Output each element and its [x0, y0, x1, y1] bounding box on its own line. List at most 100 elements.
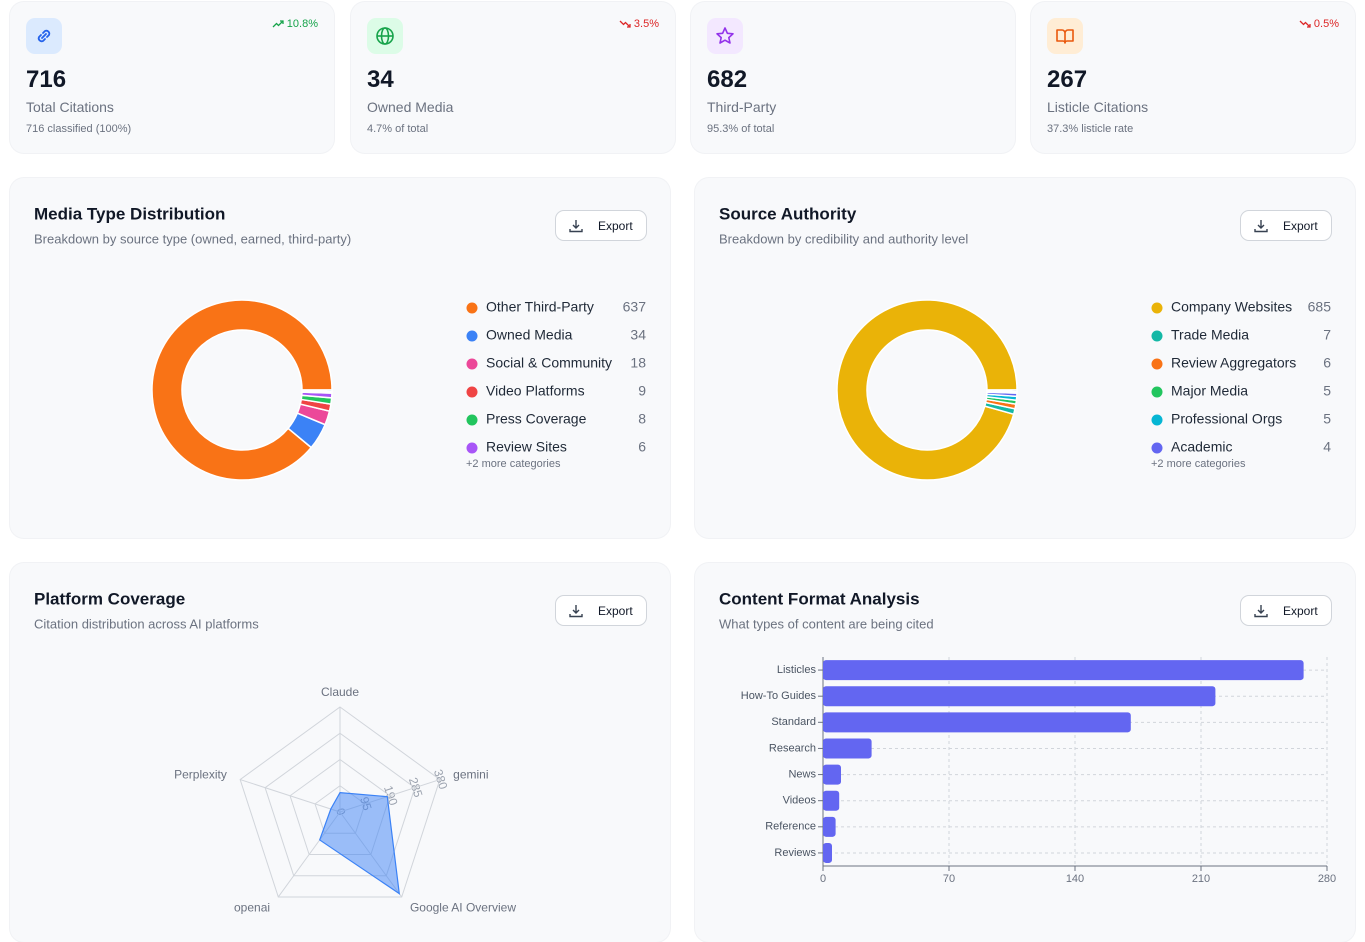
download-icon: [1254, 220, 1268, 233]
chart-subtitle: Citation distribution across AI platform…: [34, 616, 259, 631]
legend-label: Professional Orgs: [1171, 411, 1282, 427]
legend-label: Major Media: [1171, 383, 1248, 399]
legend-value: 4: [1323, 439, 1331, 455]
chart-title: Source Authority: [719, 204, 857, 223]
legend-swatch: [466, 414, 478, 426]
axis-label: openai: [234, 900, 270, 914]
legend-swatch: [1151, 386, 1163, 398]
y-tick-label: How-To Guides: [741, 690, 817, 702]
legend-swatch: [1151, 302, 1163, 314]
export-label: Export: [1283, 604, 1318, 618]
stat-label: Listicle Citations: [1047, 99, 1149, 115]
legend-swatch: [1151, 442, 1163, 454]
bar: [823, 790, 840, 811]
chart-title: Content Format Analysis: [719, 589, 920, 608]
legend-value: 34: [630, 327, 646, 343]
stat-icon: [26, 18, 62, 54]
chart-subtitle: What types of content are being cited: [719, 616, 934, 631]
chart: Content Format Analysis What types of con…: [719, 589, 1336, 885]
legend-value: 637: [623, 299, 647, 315]
axis-label: Google AI Overview: [410, 900, 516, 914]
legend-label: Social & Community: [486, 355, 612, 371]
bar: [823, 764, 841, 785]
export-button[interactable]: Export: [1240, 595, 1332, 626]
icon-glyph: [716, 27, 734, 44]
stat-label: Total Citations: [26, 99, 114, 115]
export-button[interactable]: Export: [555, 595, 647, 626]
radar-grid: [289, 758, 391, 855]
trend-arrow: [619, 20, 631, 28]
legend-label: Review Aggregators: [1171, 355, 1296, 371]
stat-icon: [1047, 18, 1083, 54]
trend-arrow: [1299, 20, 1311, 28]
stat-detail: 37.3% listicle rate: [1047, 123, 1134, 135]
donut-slice: [836, 299, 1018, 481]
export-button[interactable]: Export: [1240, 210, 1332, 241]
legend-value: 6: [638, 439, 646, 455]
icon-glyph: [1056, 29, 1074, 44]
axis-label: Claude: [321, 685, 359, 699]
legend-swatch: [1151, 358, 1163, 370]
download-icon: [569, 220, 583, 233]
y-tick-label: Research: [769, 742, 816, 754]
x-tick-label: 0: [820, 873, 826, 885]
legend-label: Trade Media: [1171, 327, 1249, 343]
more-categories: +2 more categories: [1151, 458, 1246, 470]
change-text: 3.5%: [633, 18, 659, 30]
legend-swatch: [466, 442, 478, 454]
radar-grid: [264, 732, 416, 877]
stat-value: 716: [26, 66, 67, 93]
legend-value: 5: [1323, 411, 1331, 427]
legend-value: 7: [1323, 327, 1331, 343]
donut-slice: [301, 389, 333, 393]
y-tick-label: Reviews: [774, 847, 816, 859]
legend-label: Academic: [1171, 439, 1232, 455]
axis-label: Perplexity: [174, 767, 227, 781]
radar-axis: [239, 779, 341, 813]
legend-value: 6: [1323, 355, 1331, 371]
stat-card: 267 Listicle Citations 37.3% listicle rate…: [1031, 2, 1355, 153]
stat-change: 3.5%: [619, 18, 659, 30]
chart-title: Media Type Distribution: [34, 204, 225, 223]
donut-slice: [986, 389, 1018, 393]
legend-label: Owned Media: [486, 327, 573, 343]
legend-swatch: [1151, 330, 1163, 342]
bar: [823, 738, 872, 759]
stat-detail: 95.3% of total: [707, 123, 775, 135]
legend-swatch: [466, 330, 478, 342]
chart-subtitle: Breakdown by source type (owned, earned,…: [34, 231, 351, 246]
stat-card: 34 Owned Media 4.7% of total 3.5%: [351, 2, 675, 153]
x-tick-label: 280: [1318, 873, 1336, 885]
stat-label: Third-Party: [707, 99, 777, 115]
stat-icon: [367, 18, 403, 54]
legend-value: 5: [1323, 383, 1331, 399]
axis-label: gemini: [453, 767, 488, 781]
stat-change: 0.5%: [1299, 18, 1339, 30]
x-tick-label: 70: [943, 873, 955, 885]
y-tick-label: Videos: [783, 795, 817, 807]
stat-value: 267: [1047, 66, 1088, 93]
stat-value: 682: [707, 66, 748, 93]
export-button[interactable]: Export: [555, 210, 647, 241]
radar-grid: [239, 706, 441, 898]
chart: Source Authority Breakdown by credibility…: [719, 204, 1331, 481]
bar: [823, 842, 832, 863]
donut-slice: [151, 299, 333, 481]
stat-change: 10.8%: [272, 18, 318, 30]
stat-value: 34: [367, 66, 394, 93]
y-tick-label: Listicles: [777, 664, 817, 676]
legend-label: Company Websites: [1171, 299, 1292, 315]
legend-value: 9: [638, 383, 646, 399]
more-categories: +2 more categories: [466, 458, 561, 470]
legend-value: 18: [630, 355, 646, 371]
bar: [823, 712, 1131, 733]
stat-icon: [707, 18, 743, 54]
chart-panel: Platform Coverage Citation distribution a…: [10, 563, 670, 942]
download-icon: [1254, 605, 1268, 618]
radial-tick-label: 380: [431, 768, 451, 792]
stat-detail: 716 classified (100%): [26, 123, 132, 135]
chart: Platform Coverage Citation distribution a…: [34, 589, 516, 914]
legend-value: 8: [638, 411, 646, 427]
legend-swatch: [466, 386, 478, 398]
